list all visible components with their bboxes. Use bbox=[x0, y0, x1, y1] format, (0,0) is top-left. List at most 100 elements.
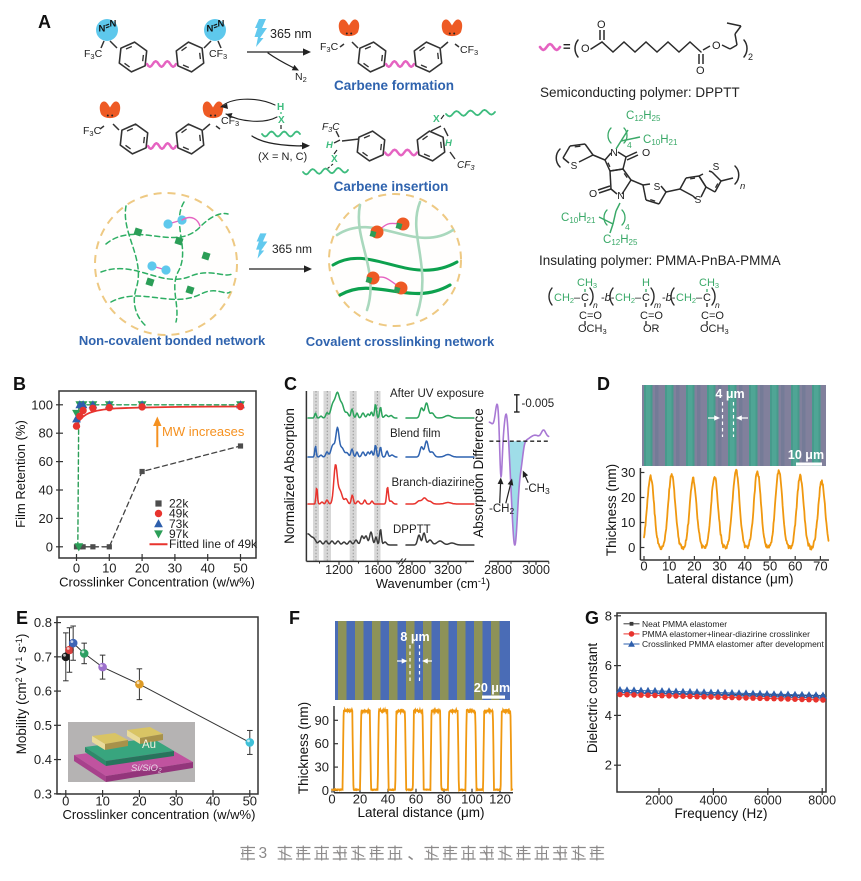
svg-text:20: 20 bbox=[621, 490, 635, 505]
svg-text:Neat PMMA elastomer: Neat PMMA elastomer bbox=[642, 619, 727, 629]
svg-text:O: O bbox=[589, 188, 597, 200]
svg-text:30: 30 bbox=[169, 794, 183, 809]
svg-text:S: S bbox=[695, 195, 702, 206]
svg-text:50: 50 bbox=[763, 559, 777, 574]
svg-text:N: N bbox=[110, 19, 117, 30]
svg-text:0.6: 0.6 bbox=[34, 684, 52, 699]
svg-text:F3C: F3C bbox=[83, 125, 102, 138]
svg-text:Crosslinked PMMA elastomer aft: Crosslinked PMMA elastomer after develop… bbox=[642, 639, 825, 649]
svg-text:G: G bbox=[585, 608, 599, 628]
svg-text:3: 3 bbox=[259, 845, 268, 862]
svg-text:40: 40 bbox=[206, 794, 220, 809]
svg-text:D: D bbox=[597, 374, 610, 394]
svg-text:70: 70 bbox=[813, 559, 827, 574]
svg-text:120: 120 bbox=[489, 792, 511, 807]
svg-text:-0.005: -0.005 bbox=[522, 398, 555, 410]
svg-text:10: 10 bbox=[102, 561, 116, 576]
svg-text:Lateral distance (μm): Lateral distance (μm) bbox=[666, 572, 793, 587]
svg-text:CH3: CH3 bbox=[699, 277, 719, 290]
svg-text:Crosslinker concentration (w/w: Crosslinker concentration (w/w%) bbox=[63, 807, 256, 822]
svg-text:MW increases: MW increases bbox=[162, 424, 245, 439]
svg-text:8 μm: 8 μm bbox=[400, 630, 429, 644]
svg-text:Blend film: Blend film bbox=[390, 428, 441, 440]
svg-text:OCH3: OCH3 bbox=[578, 323, 607, 336]
svg-text:CF3: CF3 bbox=[457, 160, 475, 172]
svg-text:CH2: CH2 bbox=[615, 292, 635, 305]
svg-text:E: E bbox=[16, 608, 28, 628]
svg-text:-b-: -b- bbox=[601, 292, 615, 304]
svg-text:F3C: F3C bbox=[322, 122, 340, 134]
svg-text:-CH2: -CH2 bbox=[489, 503, 514, 516]
svg-text:60: 60 bbox=[39, 454, 53, 469]
svg-text:Wavenumber (cm-1): Wavenumber (cm-1) bbox=[376, 576, 490, 591]
svg-text:N: N bbox=[218, 19, 225, 30]
svg-text:10: 10 bbox=[95, 794, 109, 809]
svg-text:F3C: F3C bbox=[84, 48, 103, 61]
svg-text:Thickness (nm): Thickness (nm) bbox=[604, 464, 619, 556]
svg-text:N: N bbox=[617, 190, 625, 202]
svg-text:2800: 2800 bbox=[484, 563, 512, 577]
svg-text:S: S bbox=[654, 182, 661, 193]
svg-text:X: X bbox=[433, 114, 440, 125]
svg-text:40: 40 bbox=[738, 559, 752, 574]
svg-text:CH2: CH2 bbox=[676, 292, 696, 305]
svg-text:C: C bbox=[581, 292, 589, 304]
svg-text:C=O: C=O bbox=[579, 310, 602, 322]
svg-text:20: 20 bbox=[135, 561, 149, 576]
svg-text:S: S bbox=[713, 162, 720, 173]
svg-text:60: 60 bbox=[315, 736, 329, 751]
svg-text:365 nm: 365 nm bbox=[270, 27, 312, 41]
svg-text:H: H bbox=[642, 277, 650, 289]
svg-text:4: 4 bbox=[605, 708, 612, 723]
svg-text:DPPTT: DPPTT bbox=[393, 524, 431, 536]
svg-text:100: 100 bbox=[31, 397, 53, 412]
svg-text:Lateral distance (μm): Lateral distance (μm) bbox=[357, 805, 484, 820]
svg-text:30: 30 bbox=[621, 465, 635, 480]
svg-text:-b-: -b- bbox=[662, 292, 676, 304]
svg-text:X: X bbox=[278, 115, 285, 126]
svg-text:O: O bbox=[642, 147, 650, 159]
svg-text:6: 6 bbox=[605, 658, 612, 673]
svg-text:–: – bbox=[696, 292, 703, 304]
svg-text:0: 0 bbox=[62, 794, 69, 809]
svg-text:0.4: 0.4 bbox=[34, 752, 52, 767]
svg-text:B: B bbox=[13, 374, 26, 394]
svg-text:73k: 73k bbox=[169, 517, 189, 531]
svg-text:n: n bbox=[593, 300, 598, 310]
svg-text:0.5: 0.5 bbox=[34, 718, 52, 733]
svg-text:2000: 2000 bbox=[645, 794, 673, 808]
svg-text:OCH3: OCH3 bbox=[700, 323, 729, 336]
svg-text:0: 0 bbox=[628, 540, 635, 555]
svg-text:N: N bbox=[99, 24, 106, 35]
svg-text:n: n bbox=[715, 300, 720, 310]
svg-text:40: 40 bbox=[39, 483, 53, 498]
svg-text:Insulating polymer: PMMA-PnBA-: Insulating polymer: PMMA-PnBA-PMMA bbox=[539, 253, 781, 268]
svg-text:100: 100 bbox=[461, 792, 483, 807]
svg-text:C: C bbox=[703, 292, 711, 304]
svg-text:C12H25: C12H25 bbox=[626, 110, 661, 123]
svg-text:3200: 3200 bbox=[434, 563, 462, 577]
svg-text:2800: 2800 bbox=[398, 563, 426, 577]
svg-text:4 μm: 4 μm bbox=[715, 387, 744, 401]
svg-text:22k: 22k bbox=[169, 497, 189, 511]
svg-text:20: 20 bbox=[687, 559, 701, 574]
svg-text:8000: 8000 bbox=[808, 794, 836, 808]
svg-text:C10H21: C10H21 bbox=[561, 212, 596, 225]
svg-text:Frequency (Hz): Frequency (Hz) bbox=[674, 806, 767, 821]
svg-text:H: H bbox=[277, 102, 284, 113]
svg-text:C=O: C=O bbox=[640, 310, 663, 322]
svg-text:C: C bbox=[642, 292, 650, 304]
svg-text:Thickness (nm): Thickness (nm) bbox=[296, 702, 311, 794]
svg-text:0: 0 bbox=[322, 783, 329, 798]
svg-text:CH2: CH2 bbox=[554, 292, 574, 305]
svg-text:Branch-diazirine: Branch-diazirine bbox=[392, 477, 475, 489]
svg-text:H: H bbox=[326, 140, 334, 151]
svg-text:0.8: 0.8 bbox=[34, 615, 52, 630]
svg-text:2: 2 bbox=[605, 758, 612, 773]
svg-text:0.3: 0.3 bbox=[34, 786, 52, 801]
svg-text:80: 80 bbox=[39, 426, 53, 441]
svg-text:OR: OR bbox=[643, 323, 660, 335]
svg-text:6000: 6000 bbox=[754, 794, 782, 808]
svg-text:8: 8 bbox=[605, 608, 612, 623]
svg-text:60: 60 bbox=[409, 792, 423, 807]
